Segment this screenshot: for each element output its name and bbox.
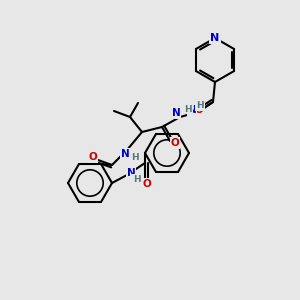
Text: H: H [184,104,192,113]
Text: N: N [188,105,196,115]
Text: N: N [210,33,220,43]
Text: O: O [142,179,152,189]
Text: N: N [121,149,129,159]
Text: H: H [131,154,139,163]
Text: N: N [127,168,135,178]
Text: H: H [196,101,204,110]
Text: H: H [133,175,141,184]
Text: O: O [88,152,98,162]
Text: O: O [171,138,179,148]
Text: O: O [195,105,203,115]
Text: N: N [172,108,180,118]
